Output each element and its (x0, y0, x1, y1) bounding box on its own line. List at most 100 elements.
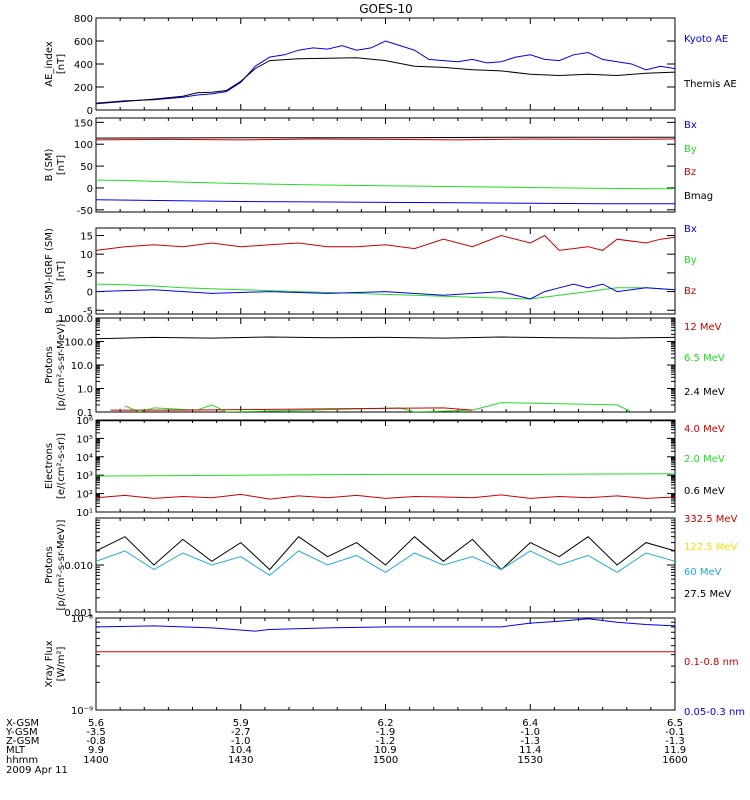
panel-frame (95, 227, 676, 315)
x-tick-value: -0.8 (86, 736, 106, 747)
legend-entry: 2.0 MeV (684, 454, 725, 465)
x-tick-value: 5.6 (88, 718, 104, 729)
figure-title: GOES-10 (359, 2, 413, 16)
y-axis-unit: [p/(cm²-s-sr-MeV)] (56, 319, 67, 410)
x-row-label: hhmm (6, 755, 38, 766)
x-row-label: MLT (6, 745, 26, 756)
x-tick-value: -0.1 (665, 727, 685, 738)
x-tick-value: -1.0 (231, 736, 251, 747)
y-tick-label: 100.0 (64, 338, 93, 349)
series-line-blue (96, 199, 675, 205)
y-axis-unit: [nT] (56, 155, 67, 175)
x-tick-value: 5.9 (233, 718, 249, 729)
x-tick-value: 9.9 (88, 745, 104, 756)
y-tick-label: 0.010 (64, 561, 93, 572)
x-tick-value: 6.4 (522, 718, 538, 729)
y-tick-label: 1.0 (77, 385, 93, 396)
legend-entry: 2.4 MeV (684, 387, 725, 398)
y-axis-unit: [W/m²] (56, 646, 67, 681)
y-tick-label: 10⁵ (76, 434, 93, 445)
y-axis-unit: [e/(cm²-s-sr)] (56, 433, 67, 499)
legend-entry: Bz (684, 167, 696, 178)
x-tick-value: -1.3 (520, 736, 540, 747)
legend-entry: 27.5 MeV (684, 589, 731, 600)
y-tick-label: 10.0 (71, 361, 93, 372)
legend-entry: 0.1-0.8 nm (684, 657, 739, 668)
panel-5: 10¹ 10² 10³ 10⁴ 10⁵ 10⁶ Electrons [e/(cm²-s-sr)… (44, 416, 725, 519)
series-line-green (96, 283, 675, 300)
y-tick-label: 0 (87, 106, 93, 117)
panel-4: 0.1 1.0 10.0 100.0 1000.0 Protons [p/(cm²-s-sr… (44, 314, 725, 419)
series-line-green (96, 179, 675, 190)
legend-entry: By (684, 255, 697, 266)
series-line-blue (96, 283, 675, 300)
y-tick-label: 10 (80, 250, 93, 261)
y-tick-label: 10⁻⁹ (71, 706, 93, 717)
panel-3: -5 0 5 10 15 B (SM)-IGRF (SM) [nT] Bx By Bz (44, 224, 697, 317)
x-tick-value: 11.4 (519, 745, 541, 756)
series-line-red (96, 138, 675, 141)
x-tick-value: 10.4 (230, 745, 252, 756)
legend-entry: 122.5 MeV (684, 542, 738, 553)
legend-entry: Bmag (684, 191, 713, 202)
x-tick-value: -3.5 (86, 727, 106, 738)
y-tick-label: 10⁻⁸ (71, 614, 93, 625)
x-tick-value: 1430 (228, 755, 253, 766)
x-tick-value: 1400 (83, 755, 108, 766)
y-tick-label: 0.001 (64, 608, 93, 619)
series-line-green (124, 402, 632, 412)
y-tick-label: -5 (83, 306, 93, 317)
x-tick-value: 1530 (518, 755, 543, 766)
y-tick-label: 800 (74, 14, 93, 25)
x-row-label: X-GSM (6, 718, 39, 729)
panel-frame (95, 117, 676, 213)
legend-entry: Themis AE (683, 79, 737, 90)
x-tick-value: -1.0 (520, 727, 540, 738)
y-tick-label: 100 (74, 140, 93, 151)
legend-entry: 6.5 MeV (684, 353, 725, 364)
y-axis-label: B (SM)-IGRF (SM) (44, 228, 55, 314)
date-label: 2009 Apr 11 (6, 765, 68, 776)
series-line-black (96, 336, 675, 340)
x-tick-value: 6.2 (378, 718, 394, 729)
y-axis-unit: [p/(cm²-s-sr-MeV)] (56, 519, 67, 610)
y-tick-label: 10⁴ (76, 453, 93, 464)
y-tick-label: 10³ (76, 471, 93, 482)
legend-entry: 60 MeV (684, 567, 722, 578)
series-line-red (96, 493, 675, 500)
series-line-black (96, 536, 675, 571)
series-line-green (96, 473, 675, 477)
x-tick-value: 1500 (373, 755, 398, 766)
y-tick-label: 0 (87, 288, 93, 299)
legend-entry: 0.05-0.3 nm (684, 707, 745, 718)
y-tick-label: 200 (74, 83, 93, 94)
y-axis-unit: [nT] (56, 54, 67, 74)
y-axis-label: Xray Flux (44, 640, 55, 687)
x-tick-value: -1.2 (376, 736, 396, 747)
y-tick-label: 15 (80, 231, 93, 242)
panel-6: 0.001 0.010 Protons [p/(cm²-s-sr-MeV)] 332.5… (44, 514, 738, 619)
panel-frame (95, 617, 676, 711)
series-line-blue (96, 618, 675, 632)
legend-entry: Kyoto AE (684, 34, 728, 45)
y-tick-label: 0.1 (77, 408, 93, 419)
y-tick-label: 5 (87, 269, 93, 280)
panel-frame (95, 317, 676, 413)
legend-entry: 332.5 MeV (684, 514, 738, 525)
y-tick-label: 0 (87, 184, 93, 195)
legend-entry: Bx (684, 224, 697, 235)
panel-2: -50 0 50 100 150 B (SM) [nT] Bx By Bz Bmag (44, 117, 713, 217)
x-tick-value: 11.9 (664, 745, 686, 756)
x-row-label: Z-GSM (6, 736, 39, 747)
y-tick-label: 600 (74, 37, 93, 48)
legend-entry: Bz (684, 286, 696, 297)
y-tick-label: 50 (80, 162, 93, 173)
series-line-red (110, 407, 473, 411)
y-axis-label: Electrons (44, 443, 55, 489)
y-tick-label: 150 (74, 118, 93, 129)
legend-entry: Bx (684, 120, 697, 131)
y-tick-label: 10¹ (76, 508, 93, 519)
y-tick-label: 400 (74, 60, 93, 71)
